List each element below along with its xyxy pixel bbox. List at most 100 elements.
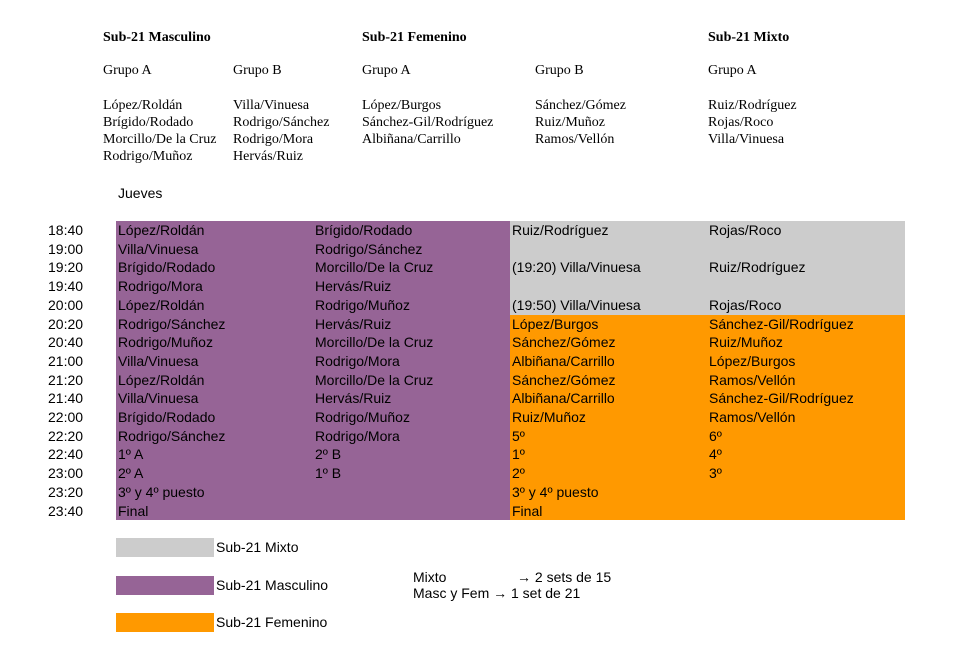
match-cell: Rojas/Roco: [709, 296, 782, 313]
mixto-group-a-list: Ruiz/Rodríguez Rojas/Roco Villa/Vinuesa: [708, 97, 797, 148]
match-cell: [510, 277, 707, 296]
team-name: Rodrigo/Mora: [233, 132, 314, 147]
match-cell: Ruiz/Muñoz: [709, 334, 783, 351]
team-name: Villa/Vinuesa: [233, 98, 310, 113]
team-name: Villa/Vinuesa: [708, 132, 785, 147]
match-cell: Morcillo/De la Cruz: [315, 334, 434, 351]
match-cell: (19:20) Villa/Vinuesa: [512, 259, 641, 276]
time-slot: 21:00: [48, 352, 84, 369]
team-name: Ramos/Vellón: [535, 132, 615, 147]
match-cell: (19:50) Villa/Vinuesa: [512, 296, 641, 313]
match-cell: Rodrigo/Mora: [315, 352, 400, 369]
fem-group-b-list: Sánchez/Gómez Ruiz/Muñoz Ramos/Vellón: [535, 97, 626, 148]
match-cell: [313, 483, 510, 502]
team-name: Albiñana/Carrillo: [362, 132, 461, 147]
legend-label-femenino: Sub-21 Femenino: [216, 614, 328, 630]
team-name: Sánchez/Gómez: [535, 98, 626, 113]
note-mixto-sets: → 2 sets de 15: [517, 569, 612, 585]
match-cell: Sánchez/Gómez: [512, 334, 616, 351]
femenino-block: [510, 314, 905, 520]
match-cell: Final: [118, 502, 149, 519]
match-cell: 2º A: [118, 465, 144, 482]
time-slot: 23:40: [48, 502, 84, 519]
match-cell: 6º: [709, 427, 722, 444]
team-name: López/Burgos: [362, 98, 442, 113]
time-slot: 22:20: [48, 427, 84, 444]
match-cell: 1º A: [118, 446, 144, 463]
time-slot: 20:40: [48, 334, 84, 351]
match-cell: 3º y 4º puesto: [512, 483, 599, 500]
match-cell: Hervás/Ruiz: [315, 315, 392, 332]
match-cell: 3º: [709, 465, 722, 482]
match-cell: Hervás/Ruiz: [315, 278, 392, 295]
note-masc-fem-sets: Masc y Fem → 1 set de 21: [413, 585, 581, 601]
match-cell: Albiñana/Carrillo: [512, 390, 615, 407]
match-cell: López/Burgos: [512, 315, 599, 332]
fem-group-b-label: Grupo B: [535, 63, 584, 78]
fem-group-a-label: Grupo A: [362, 63, 411, 78]
team-name: Ruiz/Rodríguez: [708, 98, 797, 113]
match-cell: Rodrigo/Muñoz: [315, 296, 410, 313]
match-cell: Rodrigo/Sánchez: [315, 240, 423, 257]
time-slot: 21:40: [48, 390, 84, 407]
match-cell: Rodrigo/Muñoz: [315, 409, 410, 425]
match-cell: Sánchez-Gil/Rodríguez: [709, 315, 854, 332]
match-cell: 1º: [512, 446, 525, 463]
masc-group-a-label: Grupo A: [103, 63, 152, 78]
match-cell: Ramos/Vellón: [709, 409, 796, 425]
fem-group-a-list: López/Burgos Sánchez-Gil/Rodríguez Albiñ…: [362, 97, 493, 148]
time-slot: 21:20: [48, 371, 84, 388]
time-slot: 23:00: [48, 465, 84, 482]
match-cell: López/Roldán: [118, 222, 205, 238]
match-cell: Albiñana/Carrillo: [512, 352, 615, 369]
time-slot: 19:20: [48, 259, 84, 276]
masculino-block: [116, 221, 510, 520]
time-slot: 23:20: [48, 483, 84, 500]
match-cell: Morcillo/De la Cruz: [315, 371, 434, 388]
team-name: Brígido/Rodado: [103, 115, 194, 130]
time-slot: 19:40: [48, 278, 84, 295]
match-cell: Rodrigo/Muñoz: [118, 334, 213, 351]
match-cell: Brígido/Rodado: [315, 222, 413, 238]
match-cell: Sánchez/Gómez: [512, 371, 616, 388]
match-cell: Rodrigo/Sánchez: [118, 427, 226, 444]
match-cell: Hervás/Ruiz: [315, 390, 392, 407]
team-name: Ruiz/Muñoz: [535, 115, 605, 130]
time-slot: 20:20: [48, 315, 84, 332]
match-cell: [313, 502, 510, 521]
masc-group-b-list: Villa/Vinuesa Rodrigo/Sánchez Rodrigo/Mo…: [233, 97, 329, 165]
match-cell: López/Roldán: [118, 296, 205, 313]
time-slot: 22:40: [48, 446, 84, 463]
match-cell: 2º: [512, 465, 525, 482]
mixto-group-a-label: Grupo A: [708, 63, 757, 78]
legend-swatch-masculino: [116, 576, 214, 595]
team-name: Sánchez-Gil/Rodríguez: [362, 115, 494, 130]
match-cell: Sánchez-Gil/Rodríguez: [709, 390, 854, 407]
mixto-block: [510, 221, 905, 315]
match-cell: Brígido/Rodado: [118, 259, 216, 276]
legend-label-mixto: Sub-21 Mixto: [216, 539, 299, 555]
match-cell: 5º: [512, 427, 525, 444]
mixto-title: Sub-21 Mixto: [708, 30, 790, 45]
match-cell: Ruiz/Rodríguez: [709, 259, 806, 276]
match-cell: 4º: [709, 446, 722, 463]
masc-group-b-label: Grupo B: [233, 63, 282, 78]
match-cell: Villa/Vinuesa: [118, 352, 199, 369]
legend-label-masculino: Sub-21 Masculino: [216, 577, 329, 593]
team-name: Rodrigo/Muñoz: [103, 149, 193, 164]
match-cell: [510, 240, 707, 259]
team-name: López/Roldán: [103, 98, 183, 113]
legend-swatch-femenino: [116, 613, 214, 632]
match-cell: Rodrigo/Sánchez: [118, 315, 226, 332]
match-cell: Ruiz/Rodríguez: [512, 222, 609, 238]
note-mixto-label: Mixto: [413, 569, 447, 585]
day-label: Jueves: [118, 185, 163, 201]
team-name: Rodrigo/Sánchez: [233, 115, 330, 130]
time-slot: 19:00: [48, 240, 84, 257]
fem-title: Sub-21 Femenino: [362, 30, 467, 45]
time-slot: 22:00: [48, 409, 84, 425]
team-name: Rojas/Roco: [708, 115, 774, 130]
match-cell: Ramos/Vellón: [709, 371, 796, 388]
masc-title: Sub-21 Masculino: [103, 30, 211, 45]
match-cell: [707, 240, 905, 259]
